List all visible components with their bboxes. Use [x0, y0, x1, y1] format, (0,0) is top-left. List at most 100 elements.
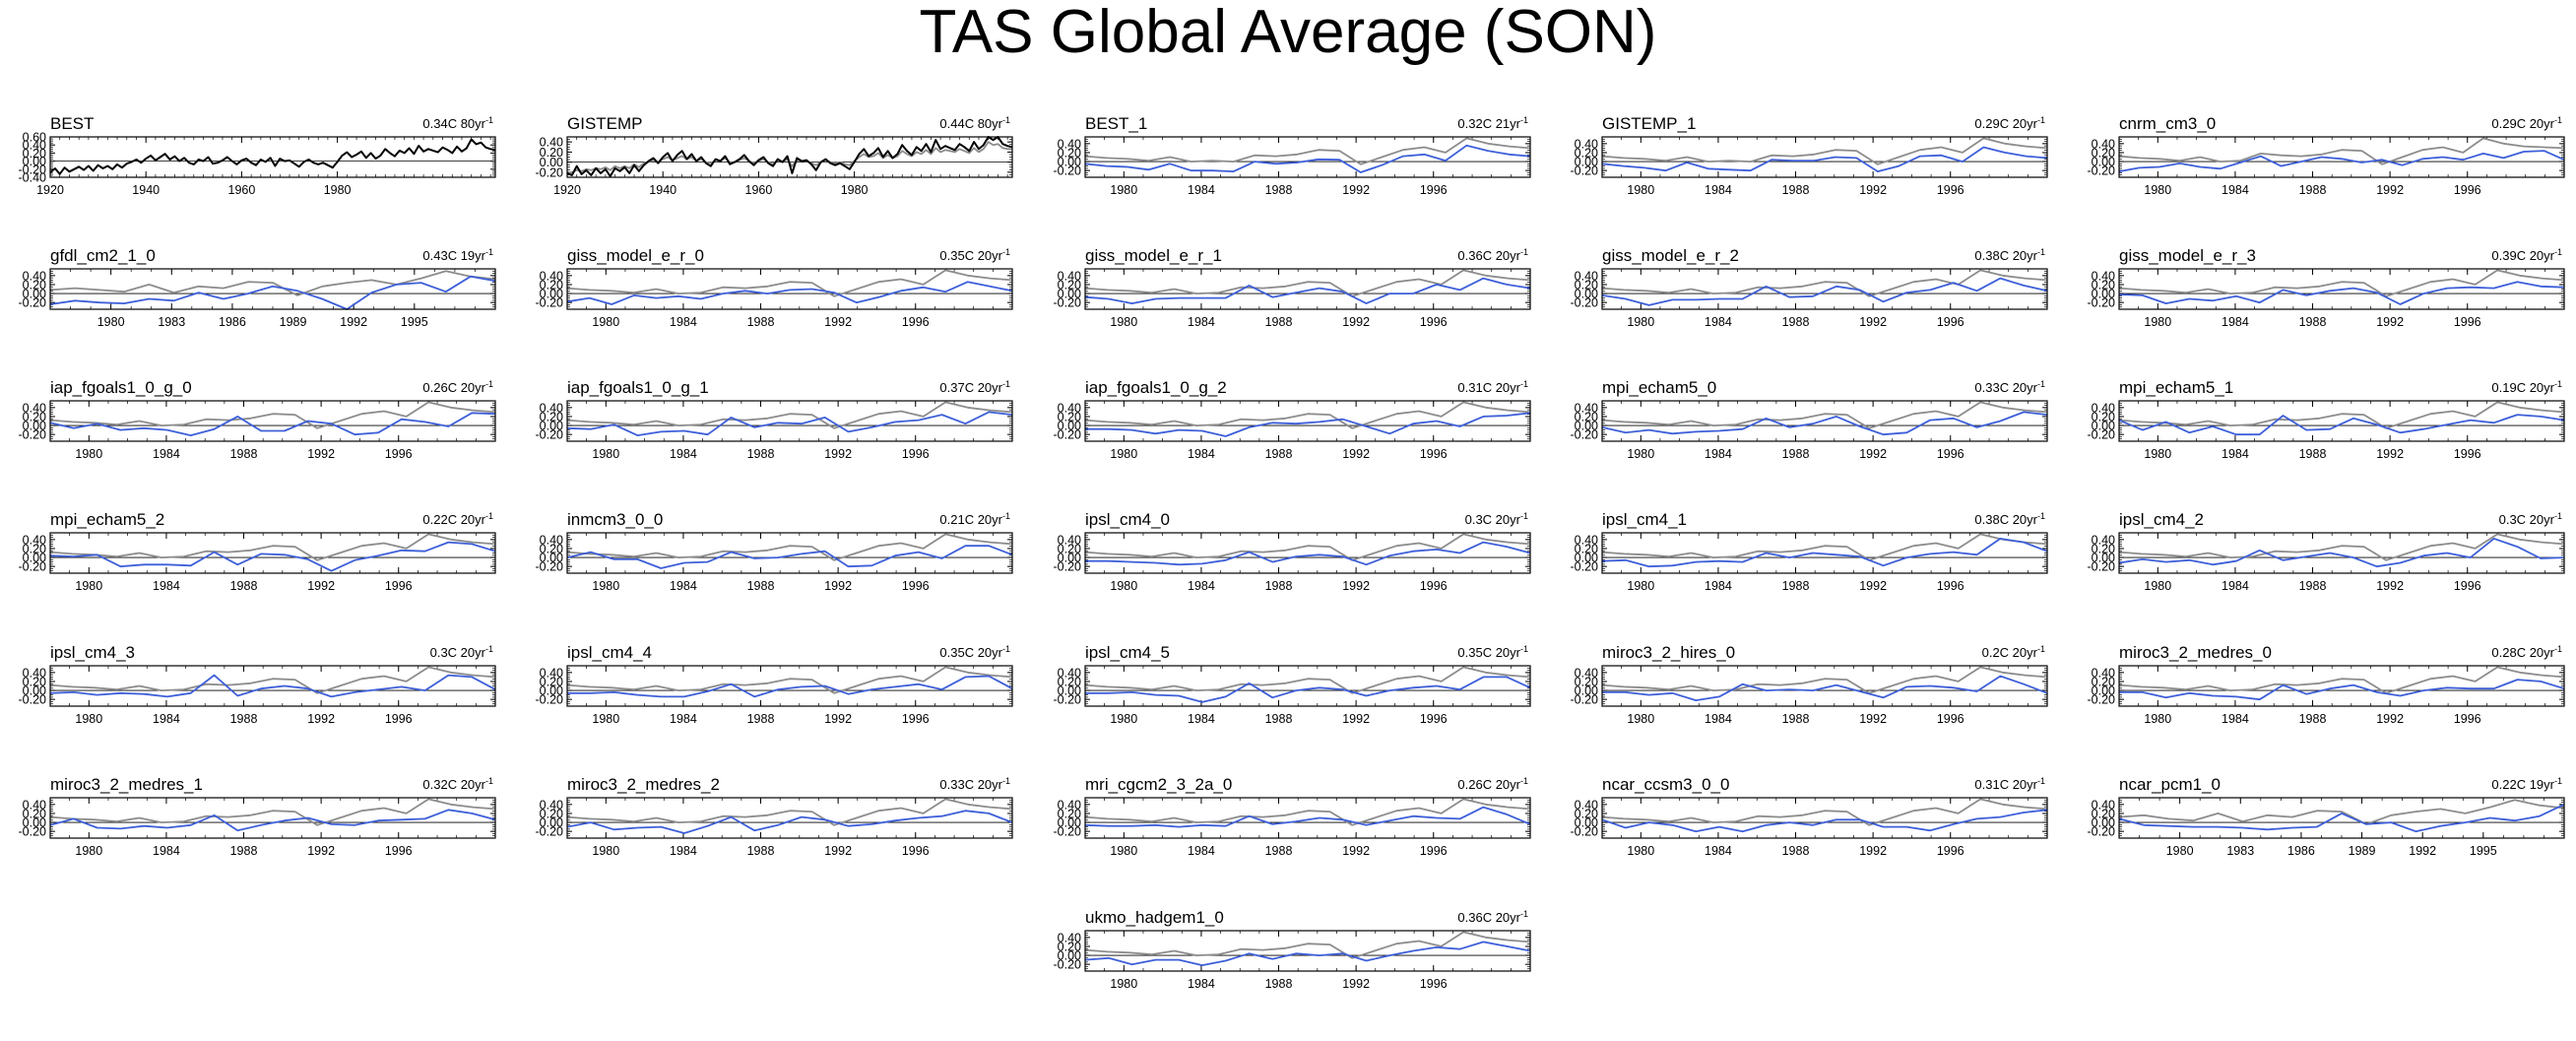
xtick-label-miroc3-2-medres-0: 1984: [2222, 712, 2249, 726]
panel-frame-ipsl-cm4-4: [566, 665, 1013, 707]
panel-title-ncar-pcm1-0: ncar_pcm1_0: [2119, 775, 2221, 794]
series-model-inmcm3-0-0: [566, 545, 1013, 569]
panel-trend-ipsl-cm4-1: 0.38C 20yr-1: [1974, 511, 2045, 527]
panel-mpi-echam5-2: mpi_echam5_2 0.22C 20yr-1 0.400.200.00-0.2…: [19, 510, 496, 593]
panel-mpi-echam5-0: mpi_echam5_0 0.33C 20yr-1 0.400.200.00-0.2…: [1571, 378, 2048, 461]
panel-trend-inmcm3-0-0: 0.21C 20yr-1: [939, 511, 1010, 527]
ytick-label-best: -0.20: [19, 163, 47, 176]
panel-title-cnrm-cm3-0: cnrm_cm3_0: [2119, 114, 2216, 133]
xtick-label-ipsl-cm4-1: 1988: [1782, 579, 1810, 593]
ytick-label-giss-model-e-r-1: 0.40: [1058, 269, 1081, 283]
xtick-label-mpi-echam5-0: 1988: [1782, 447, 1810, 461]
panel-gistemp-1: GISTEMP_1 0.29C 20yr-1 0.400.200.00-0.20 19…: [1571, 114, 2048, 197]
panel-frame-inmcm3-0-0: [566, 532, 1013, 574]
trend-unit-ipsl-cm4-3: -1: [485, 644, 493, 654]
panel-frame-cnrm-cm3-0: [2118, 136, 2565, 178]
panel-title-iap-fgoals1-0-g-1: iap_fgoals1_0_g_1: [567, 378, 709, 397]
panel-giss-model-e-r-1: giss_model_e_r_1 0.36C 20yr-1 0.400.200.00…: [1054, 246, 1531, 329]
panel-title-giss-model-e-r-0: giss_model_e_r_0: [567, 246, 704, 265]
panel-mpi-echam5-1: mpi_echam5_1 0.19C 20yr-1 0.400.200.00-0.2…: [2088, 378, 2565, 461]
ytick-label-ipsl-cm4-2: 0.20: [2092, 542, 2115, 555]
xtick-label-best-1: 1992: [1342, 183, 1370, 197]
series-model-mri-cgcm2-3-2a-0: [1084, 806, 1531, 828]
panel-miroc3-2-medres-1: miroc3_2_medres_1 0.32C 20yr-1 0.400.200.0…: [19, 775, 496, 858]
panel-title-giss-model-e-r-2: giss_model_e_r_2: [1602, 246, 1739, 265]
xtick-label-ncar-ccsm3-0-0: 1984: [1705, 844, 1732, 858]
xtick-label-miroc3-2-hires-0: 1984: [1705, 712, 1732, 726]
xtick-label-miroc3-2-hires-0: 1980: [1627, 712, 1654, 726]
xtick-label-ncar-ccsm3-0-0: 1996: [1937, 844, 1964, 858]
panel-frame-ipsl-cm4-3: [49, 665, 496, 707]
trend-unit-gistemp: -1: [1002, 115, 1010, 125]
panel-title-miroc3-2-medres-2: miroc3_2_medres_2: [567, 775, 720, 794]
xtick-label-ipsl-cm4-5: 1992: [1342, 712, 1370, 726]
trend-unit-ipsl-cm4-4: -1: [1002, 644, 1010, 654]
panel-ncar-ccsm3-0-0: ncar_ccsm3_0_0 0.31C 20yr-1 0.400.200.00-0…: [1571, 775, 2048, 858]
trend-unit-mpi-echam5-1: -1: [2554, 379, 2562, 389]
series-model-ncar-ccsm3-0-0: [1601, 809, 2048, 833]
panel-frame-ncar-ccsm3-0-0: [1601, 797, 2048, 839]
xtick-label-ipsl-cm4-1: 1996: [1937, 579, 1964, 593]
series-model-miroc3-2-medres-0: [2119, 679, 2565, 701]
ytick-label-miroc3-2-medres-2: 0.20: [540, 807, 563, 820]
panel-miroc3-2-medres-2: miroc3_2_medres_2 0.33C 20yr-1 0.400.200.0…: [536, 775, 1013, 858]
xtick-label-gfdl-cm2-1-0: 1986: [219, 315, 246, 329]
trend-unit-mri-cgcm2-3-2a-0: -1: [1520, 776, 1528, 786]
trend-unit-mpi-echam5-0: -1: [2037, 379, 2045, 389]
panel-giss-model-e-r-0: giss_model_e_r_0 0.35C 20yr-1 0.400.200.00…: [536, 246, 1013, 329]
ytick-label-giss-model-e-r-2: -0.20: [1571, 296, 1599, 310]
xtick-label-giss-model-e-r-1: 1992: [1342, 315, 1370, 329]
panel-frame-mri-cgcm2-3-2a-0: [1084, 797, 1531, 839]
panel-frame-iap-fgoals1-0-g-1: [566, 400, 1013, 442]
xtick-label-giss-model-e-r-2: 1988: [1782, 315, 1810, 329]
series-model-ukmo-hadgem1-0: [1084, 941, 1531, 966]
xtick-label-iap-fgoals1-0-g-0: 1984: [153, 447, 180, 461]
series-model-ncar-pcm1-0: [2118, 803, 2565, 833]
xtick-label-gfdl-cm2-1-0: 1992: [340, 315, 367, 329]
xtick-label-miroc3-2-hires-0: 1988: [1782, 712, 1810, 726]
panel-trend-miroc3-2-hires-0: 0.2C 20yr-1: [1982, 644, 2045, 660]
ytick-label-best: 0.60: [23, 131, 46, 145]
series-model-iap-fgoals1-0-g-2: [1085, 412, 1531, 437]
ytick-label-miroc3-2-medres-1: -0.20: [19, 825, 47, 839]
series-ref-cnrm-cm3-0: [2118, 137, 2565, 165]
ytick-label-cnrm-cm3-0: 0.20: [2092, 146, 2115, 160]
xtick-label-ipsl-cm4-2: 1984: [2222, 579, 2249, 593]
xtick-label-iap-fgoals1-0-g-0: 1980: [75, 447, 102, 461]
series-ref-best-1: [1084, 137, 1531, 165]
panel-frame-giss-model-e-r-2: [1601, 268, 2048, 310]
xtick-label-best-1: 1984: [1188, 183, 1215, 197]
panel-miroc3-2-hires-0: miroc3_2_hires_0 0.2C 20yr-10.400.200.00-…: [1571, 643, 2048, 726]
panel-title-ncar-ccsm3-0-0: ncar_ccsm3_0_0: [1602, 775, 1729, 794]
ytick-label-ipsl-cm4-5: 0.40: [1058, 666, 1081, 680]
xtick-label-ipsl-cm4-4: 1980: [592, 712, 619, 726]
panel-title-miroc3-2-medres-1: miroc3_2_medres_1: [50, 775, 203, 794]
series-ref-ncar-pcm1-0: [2118, 799, 2565, 825]
xtick-label-mpi-echam5-1: 1988: [2299, 447, 2327, 461]
xtick-label-giss-model-e-r-2: 1996: [1937, 315, 1964, 329]
xtick-label-ukmo-hadgem1-0: 1988: [1265, 977, 1293, 991]
panel-frame-giss-model-e-r-0: [566, 268, 1013, 310]
panel-gistemp: GISTEMP 0.44C 80yr-1 0.400.200.00-0.20 1920…: [536, 114, 1013, 197]
ytick-label-mpi-echam5-1: -0.20: [2088, 428, 2116, 442]
ytick-label-best-1: -0.20: [1054, 164, 1082, 178]
xtick-label-giss-model-e-r-3: 1988: [2299, 315, 2327, 329]
ytick-label-miroc3-2-medres-0: -0.20: [2088, 693, 2116, 707]
xtick-label-ncar-ccsm3-0-0: 1980: [1627, 844, 1654, 858]
ytick-label-giss-model-e-r-0: 0.00: [540, 288, 563, 301]
panel-title-giss-model-e-r-3: giss_model_e_r_3: [2119, 246, 2256, 265]
xtick-label-mpi-echam5-1: 1984: [2222, 447, 2249, 461]
xtick-label-ncar-ccsm3-0-0: 1992: [1859, 844, 1887, 858]
page-title: TAS Global Average (SON): [919, 0, 1657, 66]
panel-iap-fgoals1-0-g-0: iap_fgoals1_0_g_0 0.26C 20yr-1 0.400.200.0…: [19, 378, 496, 461]
xtick-label-ipsl-cm4-4: 1996: [902, 712, 930, 726]
ytick-label-giss-model-e-r-3: 0.20: [2092, 278, 2115, 292]
ytick-label-iap-fgoals1-0-g-2: 0.00: [1058, 420, 1081, 433]
ytick-label-ipsl-cm4-0: 0.40: [1058, 533, 1081, 547]
ytick-label-best: 0.00: [23, 155, 46, 168]
series-model-gfdl-cm2-1-0: [49, 275, 496, 310]
xtick-label-ipsl-cm4-2: 1988: [2299, 579, 2327, 593]
xtick-label-mri-cgcm2-3-2a-0: 1996: [1420, 844, 1448, 858]
xtick-label-giss-model-e-r-0: 1992: [824, 315, 852, 329]
panel-giss-model-e-r-2: giss_model_e_r_2 0.38C 20yr-1 0.400.200.00…: [1571, 246, 2048, 329]
